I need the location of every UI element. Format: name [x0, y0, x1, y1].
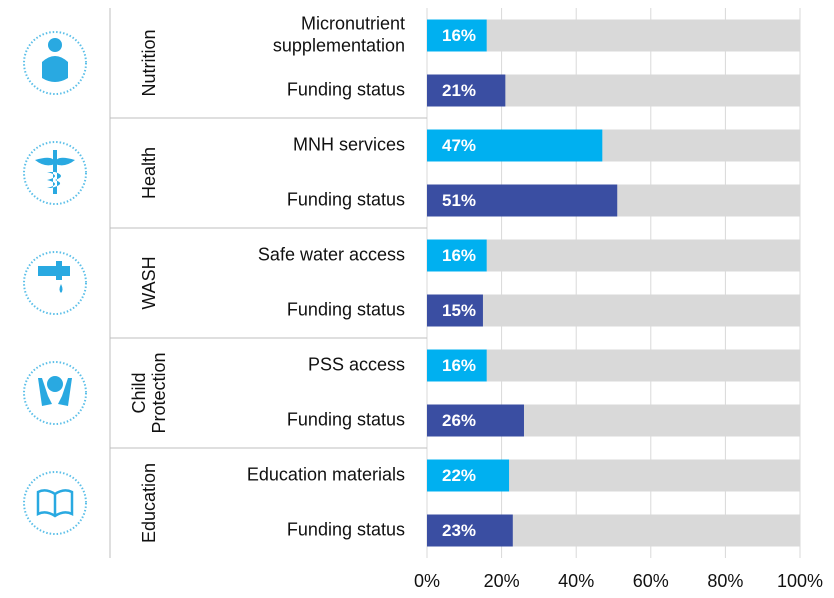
bar: [427, 349, 487, 382]
x-tick-label: 40%: [558, 571, 594, 591]
category-label: Funding status: [287, 299, 405, 319]
bar: [427, 19, 487, 52]
bar-track: [427, 349, 800, 382]
bar-track: [427, 294, 800, 327]
icon: [42, 56, 68, 82]
category-label: Funding status: [287, 189, 405, 209]
icon: [48, 38, 62, 52]
category-label: Safe water access: [258, 244, 405, 264]
value-label: 16%: [442, 246, 476, 265]
group-label: Protection: [149, 352, 169, 433]
icon: [36, 489, 74, 518]
value-label: 51%: [442, 191, 476, 210]
bar: [427, 129, 603, 162]
bar-track: [427, 19, 800, 52]
value-label: 47%: [442, 136, 476, 155]
icon: [47, 376, 63, 392]
group-label: Child: [129, 372, 149, 413]
bar: [427, 514, 513, 547]
icon-ring: [23, 141, 87, 205]
category-label: Micronutrient: [301, 13, 405, 33]
group-label: Health: [139, 147, 159, 199]
category-label: Education materials: [247, 464, 405, 484]
group-label: Nutrition: [139, 29, 159, 96]
bar: [427, 239, 487, 272]
value-label: 15%: [442, 301, 476, 320]
category-label: Funding status: [287, 79, 405, 99]
x-tick-label: 60%: [633, 571, 669, 591]
group-label: WASH: [139, 256, 159, 309]
value-label: 26%: [442, 411, 476, 430]
bar-track: [427, 239, 800, 272]
x-tick-label: 100%: [777, 571, 823, 591]
x-tick-label: 20%: [484, 571, 520, 591]
icon-ring: [23, 251, 87, 315]
value-label: 23%: [442, 521, 476, 540]
group-label: Education: [139, 463, 159, 543]
icon: [38, 261, 70, 293]
category-label: MNH services: [293, 134, 405, 154]
category-label: Funding status: [287, 519, 405, 539]
value-label: 22%: [442, 466, 476, 485]
bar: [427, 184, 618, 217]
category-label: PSS access: [308, 354, 405, 374]
value-label: 21%: [442, 81, 476, 100]
bar: [427, 459, 510, 492]
category-label: Funding status: [287, 409, 405, 429]
icons: [23, 31, 87, 535]
bar: [427, 404, 524, 437]
value-label: 16%: [442, 26, 476, 45]
value-label: 16%: [442, 356, 476, 375]
icon-ring: [23, 361, 87, 425]
icon: [35, 150, 75, 194]
icon: [38, 378, 72, 406]
x-tick-label: 80%: [707, 571, 743, 591]
category-label: supplementation: [273, 35, 405, 55]
bar: [427, 74, 506, 107]
x-tick-label: 0%: [414, 571, 440, 591]
bar: [427, 294, 483, 327]
